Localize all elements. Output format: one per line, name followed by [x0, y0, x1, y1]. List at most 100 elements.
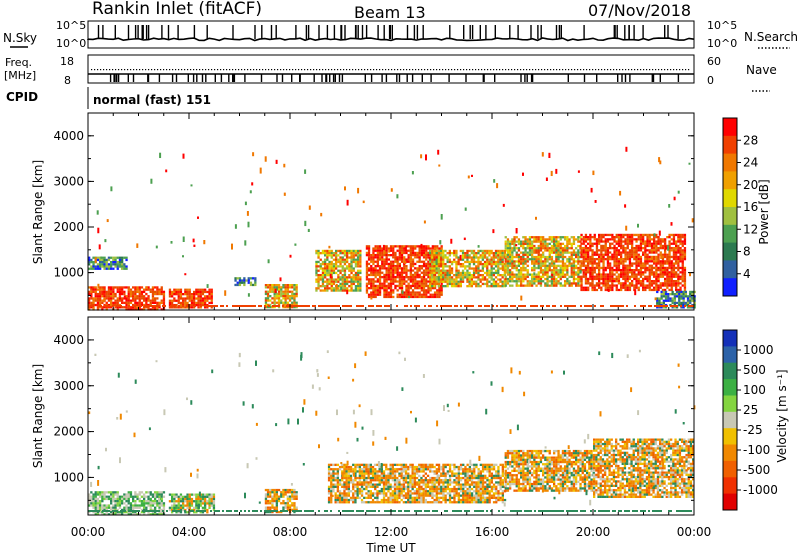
data-cell — [520, 258, 523, 261]
data-cell — [548, 251, 551, 254]
data-cell — [526, 260, 529, 263]
data-cell — [490, 285, 493, 288]
data-cell — [548, 253, 551, 256]
data-cell — [140, 295, 144, 298]
data-cell — [99, 258, 102, 262]
data-cell — [101, 286, 104, 289]
data-cell — [481, 269, 484, 272]
data-cell — [295, 284, 298, 287]
data-cell — [121, 500, 124, 503]
data-cell — [492, 252, 495, 255]
data-cell — [511, 264, 514, 267]
data-cell — [681, 269, 684, 272]
data-cell — [378, 289, 382, 292]
data-cell — [646, 269, 649, 272]
data-cell — [537, 258, 540, 261]
data-cell — [464, 256, 467, 259]
data-cell — [453, 249, 456, 253]
data-cell — [96, 301, 100, 304]
data-cell — [499, 280, 502, 283]
data-cell — [655, 244, 658, 248]
data-cell — [125, 511, 128, 514]
data-cell — [681, 266, 684, 270]
data-cell — [678, 290, 681, 294]
nave-dot — [313, 69, 315, 71]
data-cell — [381, 249, 384, 252]
nave-dot — [460, 69, 462, 71]
data-cell — [138, 297, 141, 300]
data-cell — [171, 511, 174, 514]
data-cell — [506, 242, 510, 245]
data-cell — [653, 288, 656, 292]
data-cell — [138, 301, 141, 304]
data-cell — [112, 297, 115, 300]
data-cell — [129, 508, 133, 512]
data-cell — [428, 256, 431, 260]
data-cell — [657, 238, 660, 241]
data-cell — [602, 273, 605, 276]
data-cell — [425, 273, 428, 277]
data-cell — [668, 258, 671, 261]
data-cell — [646, 286, 649, 289]
data-cell — [650, 251, 654, 254]
nave-dot — [469, 69, 471, 71]
nave-dot — [250, 69, 252, 71]
nave-dot — [358, 69, 360, 71]
data-cell — [639, 258, 643, 261]
data-cell — [634, 289, 637, 296]
data-cell — [490, 260, 493, 264]
data-cell — [479, 254, 482, 257]
data-cell — [557, 269, 560, 272]
data-cell — [411, 280, 415, 283]
data-cell — [138, 286, 141, 289]
data-cell — [96, 292, 100, 296]
data-cell — [659, 271, 662, 274]
data-cell — [372, 260, 375, 263]
data-cell — [188, 293, 191, 296]
data-cell — [168, 493, 172, 496]
data-cell — [427, 247, 430, 250]
data-cell — [288, 297, 292, 300]
data-cell — [644, 275, 647, 278]
colorbar-tick-label: 24 — [743, 156, 758, 170]
data-cell — [648, 280, 651, 283]
data-cell — [620, 258, 623, 261]
data-cell — [350, 267, 353, 270]
data-cell — [429, 280, 432, 283]
data-cell — [446, 278, 449, 281]
data-cell — [591, 242, 594, 245]
data-cell — [668, 277, 671, 281]
data-cell — [252, 277, 255, 280]
data-cell — [438, 251, 441, 255]
data-cell — [277, 284, 281, 287]
data-cell — [118, 256, 122, 259]
data-cell — [407, 287, 410, 290]
data-cell — [584, 280, 588, 283]
data-cell — [269, 295, 272, 298]
nave-dot — [370, 69, 372, 71]
data-cell — [156, 305, 158, 307]
data-cell — [286, 286, 289, 289]
nave-dot — [553, 69, 555, 71]
data-cell — [628, 284, 632, 287]
data-cell — [617, 258, 621, 261]
data-cell — [561, 271, 565, 274]
data-cell — [284, 303, 287, 307]
data-cell — [568, 258, 571, 261]
data-cell — [317, 260, 320, 264]
data-cell — [677, 238, 680, 241]
data-cell — [584, 271, 588, 274]
data-cell — [286, 292, 289, 296]
data-cell — [317, 280, 320, 283]
data-cell — [484, 305, 486, 307]
data-cell — [637, 244, 640, 248]
data-cell — [118, 261, 122, 264]
freq-frame — [87, 54, 695, 84]
data-cell — [570, 264, 573, 267]
data-cell — [422, 247, 426, 250]
data-cell — [88, 297, 91, 300]
data-cell — [330, 265, 333, 268]
data-cell — [509, 249, 512, 252]
data-cell — [593, 262, 596, 265]
data-cell — [539, 260, 543, 263]
